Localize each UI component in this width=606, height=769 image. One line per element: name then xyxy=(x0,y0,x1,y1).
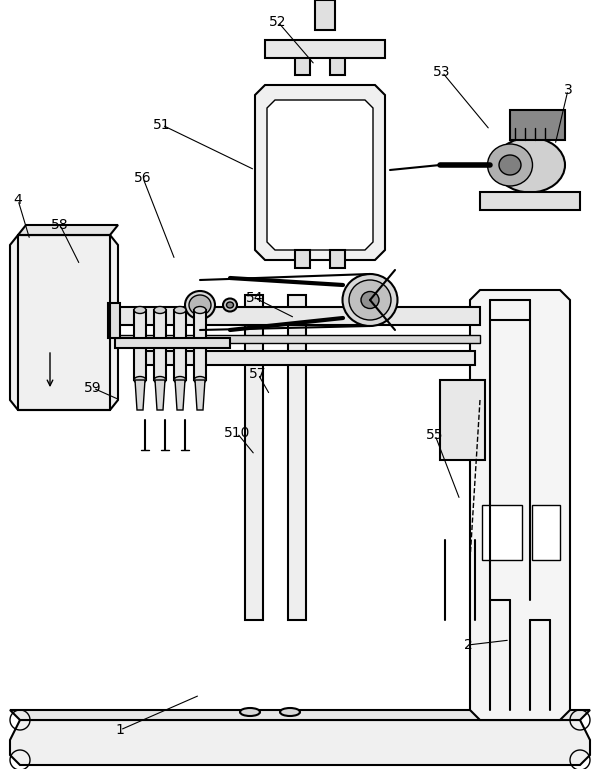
Polygon shape xyxy=(470,290,570,720)
Ellipse shape xyxy=(280,708,300,716)
Ellipse shape xyxy=(174,307,186,314)
Polygon shape xyxy=(255,85,385,260)
Bar xyxy=(135,351,475,365)
Text: 57: 57 xyxy=(249,367,267,381)
Bar xyxy=(482,505,522,560)
Bar xyxy=(154,310,166,380)
Bar xyxy=(174,310,186,380)
Ellipse shape xyxy=(499,155,521,175)
Ellipse shape xyxy=(495,138,565,192)
Bar xyxy=(330,250,345,268)
Bar xyxy=(510,110,565,140)
Bar xyxy=(330,55,345,75)
Ellipse shape xyxy=(174,377,186,384)
Polygon shape xyxy=(175,380,185,410)
Polygon shape xyxy=(10,710,590,720)
Text: 2: 2 xyxy=(464,638,472,652)
Ellipse shape xyxy=(223,298,237,311)
Polygon shape xyxy=(195,380,205,410)
Ellipse shape xyxy=(361,291,379,308)
Text: 59: 59 xyxy=(84,381,102,395)
Ellipse shape xyxy=(227,302,233,308)
Ellipse shape xyxy=(194,307,206,314)
Text: 1: 1 xyxy=(116,723,124,737)
Ellipse shape xyxy=(194,377,206,384)
Ellipse shape xyxy=(185,291,215,319)
Ellipse shape xyxy=(134,307,146,314)
Text: 4: 4 xyxy=(13,193,22,207)
Bar xyxy=(108,303,120,338)
Text: 51: 51 xyxy=(153,118,171,132)
Text: 54: 54 xyxy=(246,291,264,305)
Ellipse shape xyxy=(134,377,146,384)
Bar xyxy=(295,250,310,268)
Bar xyxy=(532,505,560,560)
Ellipse shape xyxy=(342,274,398,326)
Bar xyxy=(194,310,206,380)
Ellipse shape xyxy=(349,280,391,320)
Bar xyxy=(134,310,146,380)
Bar xyxy=(315,0,335,30)
Ellipse shape xyxy=(189,295,211,315)
Bar xyxy=(100,335,480,343)
Bar xyxy=(445,433,480,445)
Polygon shape xyxy=(10,235,118,410)
Polygon shape xyxy=(135,380,145,410)
Bar xyxy=(440,380,485,460)
Bar xyxy=(245,295,263,620)
Text: 53: 53 xyxy=(433,65,451,79)
Bar xyxy=(295,55,310,75)
Polygon shape xyxy=(155,380,165,410)
Ellipse shape xyxy=(154,307,166,314)
Text: 3: 3 xyxy=(564,83,573,97)
Bar xyxy=(480,192,580,210)
Bar xyxy=(115,338,230,348)
Text: 52: 52 xyxy=(269,15,287,29)
Polygon shape xyxy=(18,225,118,235)
Text: 510: 510 xyxy=(224,426,250,440)
Bar xyxy=(100,307,480,325)
Text: 58: 58 xyxy=(51,218,69,232)
Polygon shape xyxy=(10,720,590,765)
Text: 56: 56 xyxy=(134,171,152,185)
Ellipse shape xyxy=(487,144,533,186)
Ellipse shape xyxy=(240,708,260,716)
Polygon shape xyxy=(267,100,373,250)
Bar xyxy=(265,40,385,58)
Text: 55: 55 xyxy=(426,428,444,442)
Bar xyxy=(288,295,306,620)
Ellipse shape xyxy=(154,377,166,384)
